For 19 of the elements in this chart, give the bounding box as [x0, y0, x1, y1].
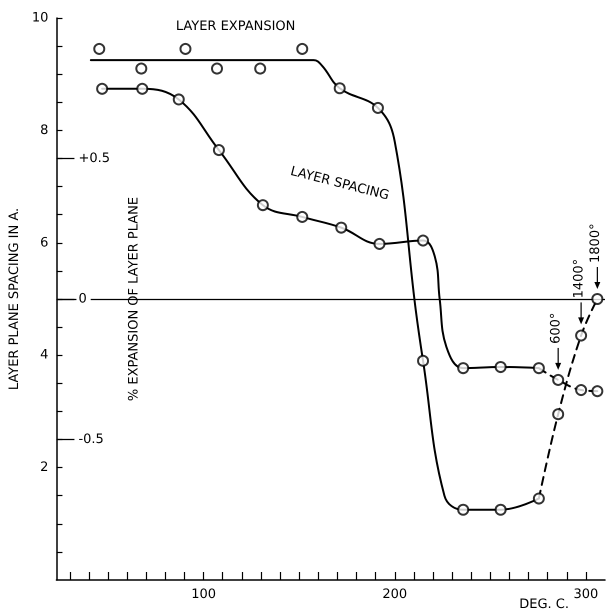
y2-tick-label: +0.5 — [78, 151, 110, 166]
x-tick-label: 200 — [382, 587, 408, 602]
y2-tick-label: 0 — [78, 292, 87, 306]
annotation: 1800° — [588, 223, 603, 263]
y-tick-label: 2 — [40, 460, 48, 476]
text: LAYER SPACING — [288, 164, 391, 204]
y2-tick-label: -0.5 — [78, 432, 104, 447]
annotation: 1400° — [572, 258, 587, 298]
annotation: 600° — [548, 312, 564, 344]
x-axis-title: DEG. C. — [519, 597, 570, 612]
y-tick-label: 8 — [40, 122, 48, 138]
x-tick-label: 300 — [573, 587, 598, 602]
y-tick-label: 4 — [40, 348, 48, 363]
y-tick-label: 6 — [40, 235, 48, 250]
y-tick-label: 10 — [32, 10, 48, 26]
y-axis-title: LAYER PLANE SPACING IN A. — [7, 208, 22, 390]
x-tick-label: 100 — [191, 587, 216, 602]
y2-axis-title: % EXPANSION OF LAYER PLANE — [126, 196, 142, 402]
series-label: LAYER EXPANSION — [176, 19, 296, 34]
